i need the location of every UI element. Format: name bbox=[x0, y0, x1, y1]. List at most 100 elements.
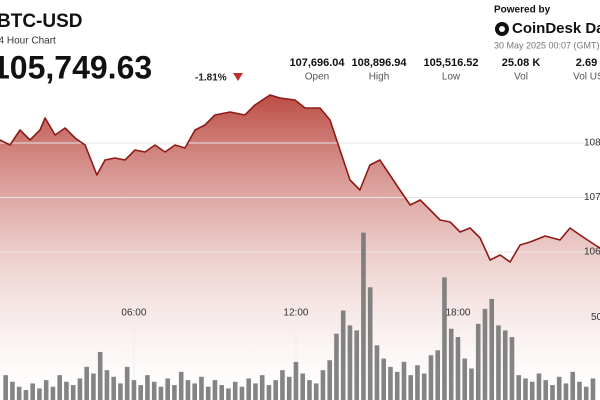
volume-bar bbox=[205, 386, 211, 400]
x-tick-label: 18:00 bbox=[445, 308, 470, 319]
volume-bar bbox=[401, 361, 407, 400]
volume-bar bbox=[502, 330, 508, 400]
stat-label: Vol bbox=[514, 72, 528, 83]
down-arrow bbox=[233, 73, 243, 81]
volume-bar bbox=[23, 390, 29, 400]
volume-bar bbox=[273, 380, 278, 400]
volume-bar bbox=[286, 376, 292, 400]
volume-bar bbox=[37, 388, 42, 400]
y-tick-label: 108,000 bbox=[584, 138, 600, 149]
stat-value: 107,696.04 bbox=[289, 57, 345, 69]
stat-value: 108,896.94 bbox=[351, 57, 407, 69]
volume-bar bbox=[293, 361, 299, 400]
volume-bar bbox=[583, 386, 589, 400]
volume-bar bbox=[239, 386, 245, 400]
volume-bar bbox=[185, 380, 191, 400]
volume-bar bbox=[415, 365, 420, 400]
stat-value: 25.08 K bbox=[502, 57, 541, 69]
volume-bar bbox=[165, 378, 170, 400]
timestamp: 30 May 2025 00:07 (GMT) bbox=[494, 40, 600, 50]
volume-bar bbox=[570, 371, 576, 400]
volume-bar bbox=[590, 378, 596, 400]
volume-bar bbox=[435, 350, 441, 400]
volume-bar bbox=[529, 381, 535, 400]
stat-label: Open bbox=[305, 72, 329, 83]
volume-bar bbox=[563, 383, 569, 400]
volume-bar bbox=[442, 277, 447, 400]
volume-bar bbox=[536, 373, 542, 400]
x-tick-label: 12:00 bbox=[283, 308, 308, 319]
volume-bar bbox=[64, 381, 69, 400]
volume-bar bbox=[421, 373, 427, 400]
volume-bar bbox=[280, 370, 285, 400]
volume-bar bbox=[151, 381, 157, 400]
volume-bar bbox=[307, 380, 312, 400]
volume-bar bbox=[50, 386, 56, 400]
volume-bar bbox=[448, 328, 454, 400]
title: BTC-USD bbox=[0, 11, 83, 32]
volume-bar bbox=[550, 385, 555, 400]
volume-bar bbox=[381, 358, 387, 400]
volume-bar bbox=[361, 232, 366, 400]
volume-bar bbox=[253, 383, 258, 400]
price-line bbox=[0, 94, 600, 263]
volume-bar bbox=[226, 388, 231, 400]
volume-bar bbox=[118, 383, 123, 400]
price-area bbox=[0, 95, 600, 400]
volume-bar bbox=[3, 375, 8, 400]
stat-label: High bbox=[369, 72, 390, 83]
volume-bar bbox=[131, 380, 137, 400]
x-tick-label: 06:00 bbox=[121, 308, 146, 319]
volume-bar bbox=[469, 368, 474, 400]
brand-logo-inner bbox=[499, 26, 505, 32]
stat-label: Low bbox=[442, 72, 461, 83]
volume-bar bbox=[455, 337, 461, 400]
volume-bar bbox=[374, 345, 380, 400]
volume-bar bbox=[91, 373, 96, 400]
volume-bar bbox=[523, 378, 528, 400]
volume-bar bbox=[10, 381, 15, 400]
volume-bar bbox=[394, 371, 400, 400]
volume-bar bbox=[496, 325, 501, 400]
volume-bar bbox=[489, 298, 495, 400]
price: 105,749.63 bbox=[0, 49, 152, 85]
volume-bar bbox=[77, 378, 83, 400]
volume-bar bbox=[320, 370, 326, 400]
volume-bar bbox=[124, 366, 130, 400]
plot-area: 106,000 107,000 108,000 500 06:00 12:00 18:00 bbox=[0, 94, 600, 400]
volume-bar bbox=[482, 308, 488, 400]
volume-bar bbox=[509, 337, 515, 400]
volume-bar bbox=[192, 383, 197, 400]
volume-bar bbox=[111, 376, 116, 400]
volume-bar bbox=[347, 325, 353, 400]
y2-tick-label: 500 bbox=[591, 312, 600, 323]
volume-bar bbox=[97, 351, 103, 400]
volume-bar bbox=[199, 376, 204, 400]
volume-bar bbox=[232, 381, 238, 400]
stats: 107,696.04 Open 108,896.94 High 105,516.52 Lo… bbox=[289, 57, 600, 83]
volume-bar bbox=[556, 376, 562, 400]
stat-value: 105,516.52 bbox=[423, 57, 478, 69]
volume-bar bbox=[577, 381, 582, 400]
volume-bar bbox=[428, 355, 434, 400]
y-tick-label: 107,000 bbox=[584, 192, 600, 203]
volume-bar bbox=[354, 330, 360, 400]
powered-by: Powered by bbox=[494, 5, 551, 16]
volume-bar bbox=[266, 385, 272, 400]
change: -1.81% bbox=[195, 73, 227, 84]
volume-bar bbox=[145, 375, 150, 400]
volume-bar bbox=[462, 358, 468, 400]
volume-bar bbox=[259, 375, 265, 400]
volume-bar bbox=[340, 310, 346, 400]
volume-bar bbox=[30, 383, 35, 400]
volume-bar bbox=[16, 386, 22, 400]
volume-bar bbox=[212, 380, 218, 400]
volume-bar bbox=[172, 385, 177, 400]
volume-bar bbox=[246, 378, 251, 400]
volume-bar bbox=[327, 360, 333, 400]
y-tick-label: 106,000 bbox=[584, 247, 600, 258]
stat-value: 2.69 B bbox=[576, 57, 600, 69]
volume-bar bbox=[104, 370, 110, 400]
volume-bar bbox=[178, 371, 184, 400]
